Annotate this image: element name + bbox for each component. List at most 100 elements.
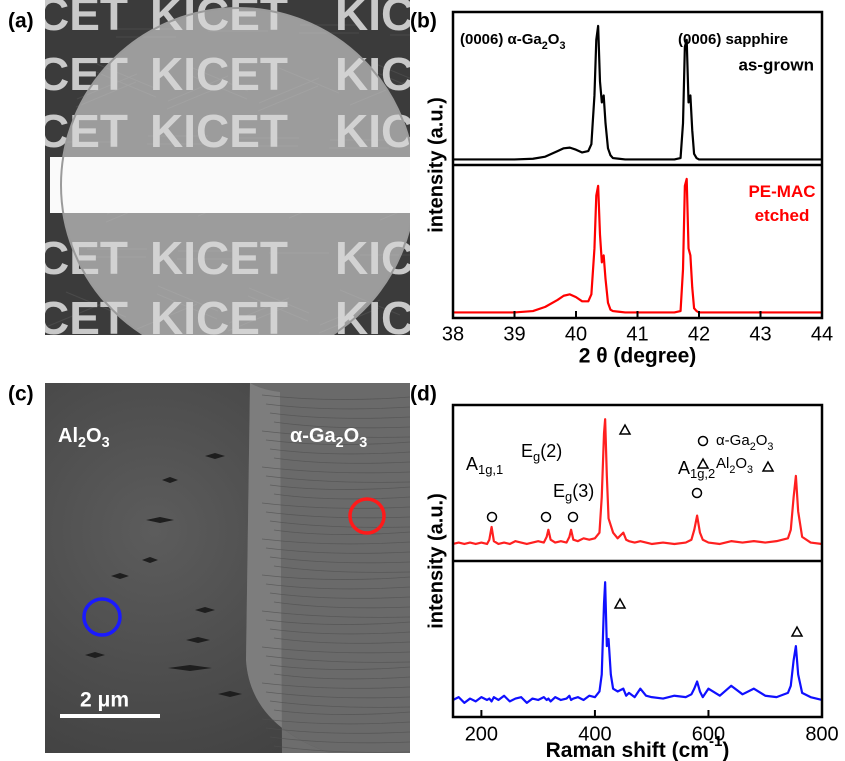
striation bbox=[269, 448, 410, 455]
surface-pit bbox=[111, 573, 129, 579]
striation bbox=[265, 727, 410, 734]
panel-label: (b) bbox=[410, 10, 437, 33]
peak-marker bbox=[567, 511, 579, 523]
legend-label: Al2O3 bbox=[716, 455, 753, 476]
text-part: (0006) sapphire bbox=[678, 31, 788, 48]
striation bbox=[269, 592, 410, 599]
text-part: α-Ga bbox=[716, 432, 750, 449]
x-tick-label: 39 bbox=[503, 323, 525, 345]
text-part: g bbox=[565, 489, 572, 504]
striation bbox=[273, 745, 410, 753]
x-tick-label: 400 bbox=[578, 723, 611, 745]
surface-pit bbox=[205, 453, 225, 459]
series-label: PE-MAC etched bbox=[748, 182, 815, 225]
x-tick-label: 43 bbox=[749, 323, 771, 345]
striation bbox=[265, 475, 410, 483]
text-part: 3 bbox=[359, 435, 367, 451]
text-part: O bbox=[86, 425, 102, 447]
text-part: g bbox=[533, 449, 540, 464]
striation bbox=[261, 646, 410, 654]
text-part: A bbox=[678, 458, 690, 478]
text-part: Al bbox=[58, 425, 78, 447]
surface-pit bbox=[162, 477, 178, 483]
striation bbox=[273, 457, 410, 464]
striation bbox=[265, 583, 410, 590]
y-axis-label: intensity (a.u.) bbox=[425, 97, 447, 233]
measure-spot bbox=[82, 597, 122, 637]
peak-marker bbox=[761, 460, 775, 472]
surface-pit bbox=[168, 665, 212, 671]
striation bbox=[269, 484, 410, 490]
text-part: 2 bbox=[78, 435, 86, 451]
annotation: (0006) sapphire bbox=[678, 31, 788, 48]
spectrum-line bbox=[452, 418, 823, 546]
text-part: E bbox=[521, 441, 533, 461]
text-part: α-Ga bbox=[290, 425, 337, 447]
wafer-flat-band bbox=[50, 157, 410, 213]
texture bbox=[369, 69, 410, 88]
text-part: Raman shift (cm bbox=[546, 739, 709, 761]
y-axis-label: intensity (a.u.) bbox=[425, 493, 447, 629]
spectrum-line bbox=[453, 177, 822, 314]
striation bbox=[265, 511, 410, 519]
striation bbox=[269, 736, 410, 744]
striation bbox=[265, 691, 410, 699]
panel-label: (c) bbox=[8, 383, 34, 406]
striation bbox=[269, 628, 410, 635]
text-part: 1g,1 bbox=[478, 462, 503, 477]
text-part: Al bbox=[716, 455, 729, 472]
striation bbox=[273, 493, 410, 500]
peak-marker bbox=[486, 511, 498, 523]
striation bbox=[269, 664, 410, 670]
striation bbox=[273, 601, 410, 609]
annotation: (0006) α-Ga2O3 bbox=[460, 31, 565, 52]
wafer-edge bbox=[60, 7, 410, 335]
annotation: Eg(2) bbox=[521, 441, 562, 465]
ga2o3-region bbox=[246, 383, 410, 753]
annotation: A1g,2 bbox=[678, 458, 715, 482]
sidewall bbox=[246, 383, 330, 753]
striation bbox=[273, 673, 410, 680]
x-axis-label: 2 θ (degree) bbox=[579, 345, 697, 368]
annotation: A1g,1 bbox=[466, 454, 503, 478]
text-part: 2 bbox=[336, 435, 344, 451]
x-tick-label: 40 bbox=[565, 323, 587, 345]
text-part: O bbox=[735, 455, 747, 472]
x-axis-label: Raman shift (cm-1) bbox=[546, 733, 730, 761]
striation bbox=[269, 700, 410, 708]
watermark: KICET bbox=[335, 0, 473, 40]
surface-pit bbox=[186, 637, 210, 643]
x-tick-label: 42 bbox=[688, 323, 710, 345]
peak-marker bbox=[618, 423, 632, 435]
panel-label: (d) bbox=[410, 383, 437, 406]
text-part: -1 bbox=[709, 733, 722, 750]
striation bbox=[261, 682, 410, 689]
text-part: 3 bbox=[559, 40, 565, 52]
text-part: 2 bbox=[729, 464, 735, 476]
text-part: O bbox=[344, 425, 360, 447]
striation bbox=[261, 610, 410, 618]
peak-marker bbox=[790, 625, 804, 637]
texture bbox=[45, 301, 107, 328]
annotation: Eg(3) bbox=[553, 481, 594, 505]
text-part: 3 bbox=[102, 435, 110, 451]
x-tick-label: 600 bbox=[692, 723, 725, 745]
text-part: (2) bbox=[540, 441, 562, 461]
striation bbox=[261, 718, 410, 725]
text-part: (0006) α-Ga bbox=[460, 31, 542, 48]
x-tick-label: 41 bbox=[626, 323, 648, 345]
texture bbox=[370, 61, 410, 79]
region-label: α-Ga2O3 bbox=[290, 425, 367, 451]
text-part: O bbox=[756, 432, 768, 449]
series-label: as-grown bbox=[738, 55, 814, 74]
striation bbox=[269, 520, 410, 528]
measure-spot bbox=[348, 497, 386, 535]
striation bbox=[265, 619, 410, 625]
region-label: Al2O3 bbox=[58, 425, 110, 451]
x-tick-label: 44 bbox=[811, 323, 833, 345]
striation bbox=[265, 655, 410, 663]
text-part: 3 bbox=[767, 441, 773, 453]
